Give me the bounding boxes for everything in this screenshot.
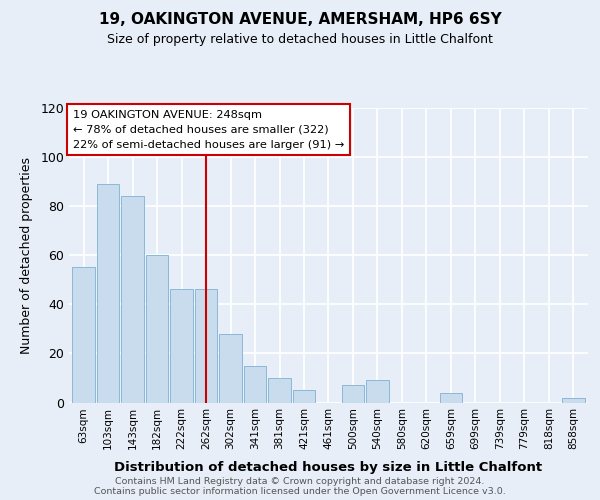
Text: Contains HM Land Registry data © Crown copyright and database right 2024.
Contai: Contains HM Land Registry data © Crown c… [94, 476, 506, 496]
Bar [97, 184, 119, 402]
Bar [146, 255, 169, 402]
Bar [195, 290, 217, 403]
Bar [342, 386, 364, 402]
Text: Size of property relative to detached houses in Little Chalfont: Size of property relative to detached ho… [107, 32, 493, 46]
Text: 19 OAKINGTON AVENUE: 248sqm
← 78% of detached houses are smaller (322)
22% of se: 19 OAKINGTON AVENUE: 248sqm ← 78% of det… [73, 110, 344, 150]
X-axis label: Distribution of detached houses by size in Little Chalfont: Distribution of detached houses by size … [115, 460, 542, 473]
Bar [73, 268, 95, 402]
Bar [268, 378, 291, 402]
Bar [170, 290, 193, 403]
Bar [293, 390, 315, 402]
Bar [220, 334, 242, 402]
Bar [244, 366, 266, 403]
Y-axis label: Number of detached properties: Number of detached properties [20, 156, 34, 354]
Bar [440, 392, 462, 402]
Bar [366, 380, 389, 402]
Bar [121, 196, 144, 402]
Bar [562, 398, 584, 402]
Text: 19, OAKINGTON AVENUE, AMERSHAM, HP6 6SY: 19, OAKINGTON AVENUE, AMERSHAM, HP6 6SY [98, 12, 502, 28]
